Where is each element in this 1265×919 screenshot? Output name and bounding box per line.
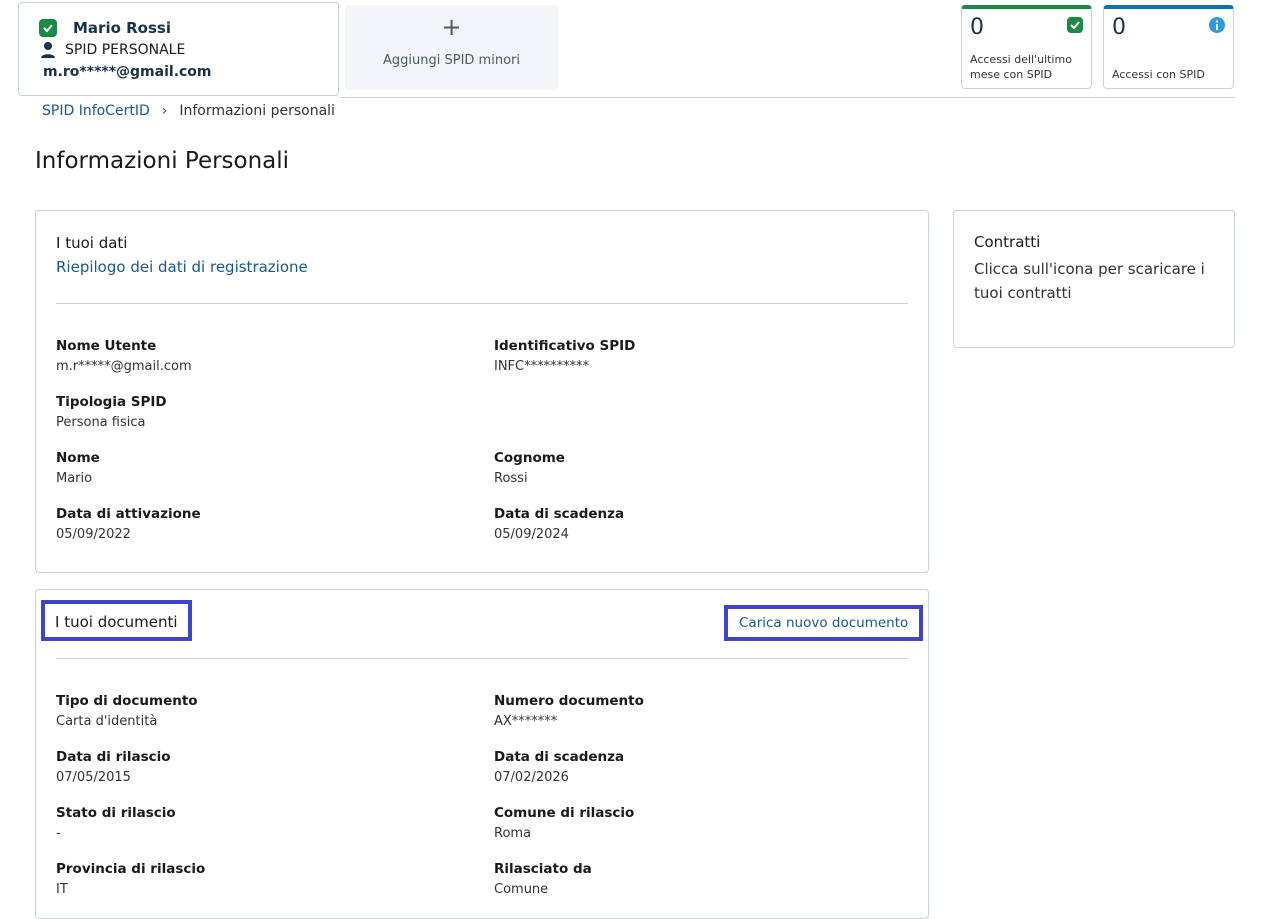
field-label: Cognome (494, 450, 565, 466)
field-value: - (56, 826, 61, 841)
field-label: Data di rilascio (56, 749, 171, 765)
field: Rilasciato da Comune (494, 861, 914, 897)
field-value: Persona fisica (56, 415, 146, 430)
field: Tipologia SPID Persona fisica (56, 394, 476, 430)
field-label: Tipologia SPID (56, 394, 167, 410)
field-label: Nome (56, 450, 100, 466)
breadcrumb-link-spid[interactable]: SPID InfoCertID (42, 103, 150, 119)
breadcrumb-current: Informazioni personali (179, 103, 335, 119)
spid-type: SPID PERSONALE (65, 42, 186, 58)
divider (56, 658, 908, 659)
contratti-card: Contratti Clicca sull'icona per scaricar… (953, 210, 1235, 348)
stat-label: Accessi con SPID (1112, 68, 1205, 81)
breadcrumb: SPID InfoCertID › Informazioni personali (42, 103, 335, 119)
field-value: Carta d'identità (56, 714, 158, 729)
page-title: Informazioni Personali (35, 148, 290, 174)
field: Numero documento AX******* (494, 693, 914, 729)
stat-value: 0 (970, 15, 984, 40)
field-value: 05/09/2022 (56, 527, 131, 542)
field-label: Identificativo SPID (494, 338, 636, 354)
stat-monthly-access: 0 Accessi dell'ultimo mese con SPID (961, 5, 1092, 89)
field-label: Comune di rilascio (494, 805, 635, 821)
field-value: 07/05/2015 (56, 770, 131, 785)
field: Comune di rilascio Roma (494, 805, 914, 841)
field-value: Comune (494, 882, 549, 897)
divider (56, 303, 908, 304)
field-value: Rossi (494, 471, 528, 486)
header-divider (339, 97, 1235, 98)
contratti-subtitle: Clicca sull'icona per scaricare i tuoi c… (974, 260, 1205, 302)
field: Provincia di rilascio IT (56, 861, 476, 897)
user-card[interactable]: Mario Rossi SPID PERSONALE m.ro*****@gma… (18, 2, 339, 96)
field-value: Mario (56, 471, 93, 486)
user-name: Mario Rossi (73, 19, 171, 37)
field-label: Data di scadenza (494, 749, 625, 765)
documenti-title: I tuoi documenti (41, 600, 192, 641)
person-icon (41, 42, 55, 58)
field: Stato di rilascio - (56, 805, 476, 841)
field-label: Provincia di rilascio (56, 861, 206, 877)
field: Identificativo SPID INFC********** (494, 338, 914, 374)
upload-document-link[interactable]: Carica nuovo documento (724, 605, 924, 641)
verified-check-icon (39, 19, 57, 37)
field-value: 07/02/2026 (494, 770, 569, 785)
stat-total-access: 0 Accessi con SPID (1103, 5, 1234, 89)
info-icon (1209, 17, 1225, 33)
field-label: Data di scadenza (494, 506, 625, 522)
chevron-right-icon: › (161, 103, 168, 119)
documenti-card: I tuoi documenti Carica nuovo documento … (35, 589, 929, 919)
field-label: Tipo di documento (56, 693, 198, 709)
check-icon (1067, 17, 1083, 33)
field: Data di scadenza 07/02/2026 (494, 749, 914, 785)
field-label: Nome Utente (56, 338, 157, 354)
field-value: 05/09/2024 (494, 527, 569, 542)
field: Nome Mario (56, 450, 476, 486)
field: Cognome Rossi (494, 450, 914, 486)
dati-card: I tuoi dati Riepilogo dei dati di regist… (35, 210, 929, 573)
field-value: INFC********** (494, 359, 590, 374)
dati-title: I tuoi dati (56, 234, 128, 252)
field: Nome Utente m.r*****@gmail.com (56, 338, 476, 374)
field: Data di rilascio 07/05/2015 (56, 749, 476, 785)
dati-subtitle: Riepilogo dei dati di registrazione (56, 258, 308, 276)
field: Tipo di documento Carta d'identità (56, 693, 476, 729)
field-value: Roma (494, 826, 532, 841)
stat-value: 0 (1112, 15, 1126, 40)
field-label: Stato di rilascio (56, 805, 176, 821)
field: Data di attivazione 05/09/2022 (56, 506, 476, 542)
add-spid-minori-button[interactable]: + Aggiungi SPID minori (345, 5, 558, 90)
field-label: Data di attivazione (56, 506, 201, 522)
field-value: m.r*****@gmail.com (56, 359, 192, 374)
add-spid-minori-label: Aggiungi SPID minori (383, 53, 520, 68)
field-label: Numero documento (494, 693, 644, 709)
contratti-title: Contratti (974, 233, 1041, 251)
field: Data di scadenza 05/09/2024 (494, 506, 914, 542)
plus-icon: + (441, 13, 462, 41)
user-email: m.ro*****@gmail.com (43, 64, 212, 80)
field-value: AX******* (494, 714, 558, 729)
stat-label: Accessi dell'ultimo mese con SPID (970, 53, 1072, 81)
field-value: IT (56, 882, 68, 897)
field-label: Rilasciato da (494, 861, 592, 877)
